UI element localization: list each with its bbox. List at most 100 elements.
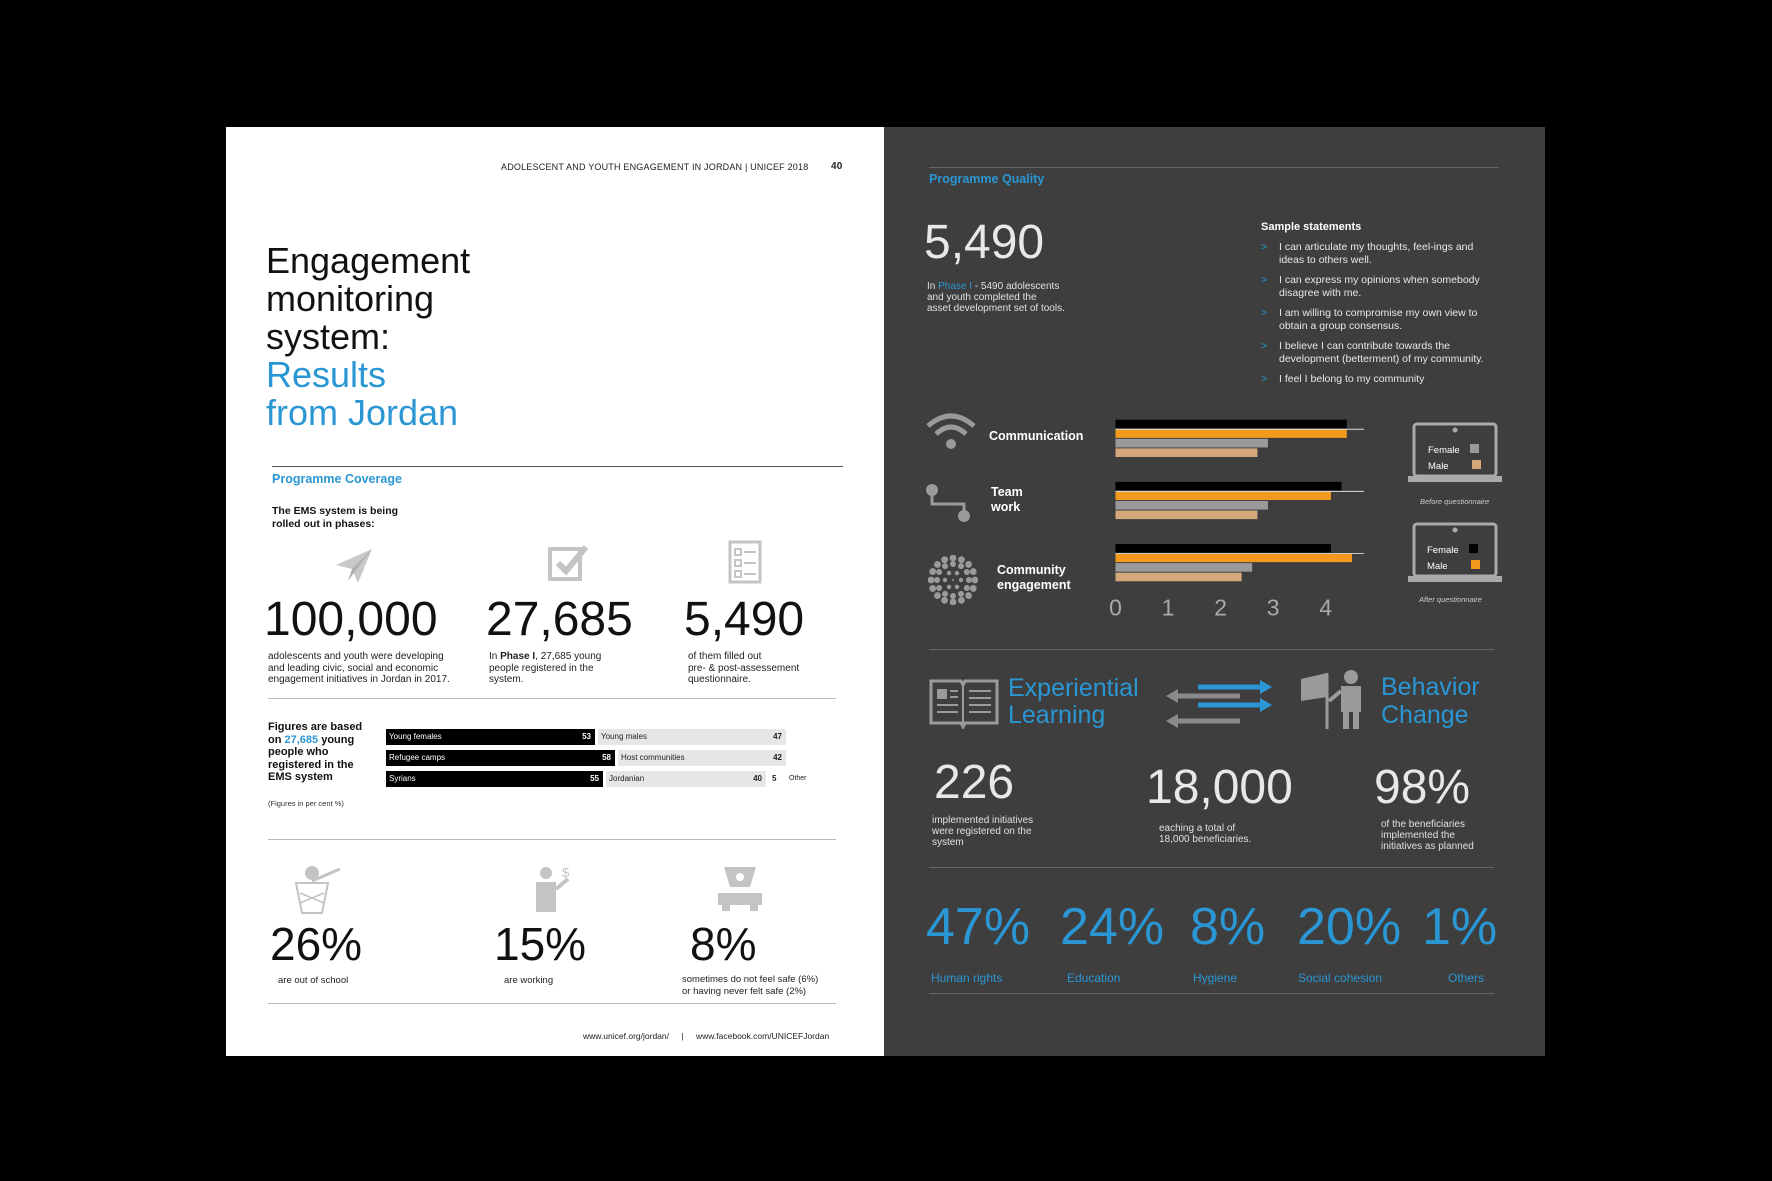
label-line: work <box>991 500 1021 514</box>
chart-bar <box>1115 448 1258 457</box>
intro-line: rolled out in phases: <box>272 518 375 530</box>
bar-value: 53 <box>582 732 591 741</box>
experiential-learning-label: Experiential Learning <box>1008 675 1139 729</box>
dot <box>954 584 960 590</box>
dot <box>958 577 964 583</box>
chart-tick-label: 2 <box>1214 595 1227 621</box>
section-title: Programme Coverage <box>272 472 402 486</box>
checkbox-icon <box>548 545 589 581</box>
legend-label: Female <box>1427 545 1459 556</box>
split-bar-row: Syrians 55 Jordanian 40 5 Other <box>386 771 807 787</box>
sample-statements-title: Sample statements <box>1261 221 1362 233</box>
dot <box>949 598 957 605</box>
chart-bar <box>1115 543 1332 553</box>
bar-label: Host communities <box>621 753 685 762</box>
title-line: monitoring <box>266 278 435 319</box>
stat-description: In Phase I, 27,685 young people register… <box>489 651 601 686</box>
dot <box>950 561 956 567</box>
split-bar-left: Refugee camps 58 <box>386 750 615 766</box>
desc-line: of them filled out <box>688 651 762 662</box>
stat-value: 27,685 <box>486 593 633 646</box>
statement-item: I believe I can contribute towards the d… <box>1261 340 1501 366</box>
dot <box>934 561 941 568</box>
figures-unit-note: (Figures in per cent %) <box>268 799 344 808</box>
desc-line: 18,000 beneficiaries. <box>1159 834 1252 845</box>
legend-caption: After questionnaire <box>1419 595 1482 604</box>
legend-after: Female Male <box>1427 543 1480 575</box>
desc-line: implemented the <box>1381 830 1455 841</box>
title-line: Engagement <box>266 240 471 281</box>
dot <box>934 592 941 599</box>
label-line: Experiential <box>1008 674 1139 702</box>
desc-line: engagement initiatives in Jordan in 2017… <box>268 674 450 685</box>
dot <box>969 568 977 575</box>
outcome-description: of the beneficiaries implemented the ini… <box>1381 819 1474 852</box>
dot <box>958 596 965 604</box>
chart-bar <box>1115 429 1347 438</box>
dot <box>929 585 937 592</box>
split-bar-right: Jordanian 40 <box>606 771 766 787</box>
desc-line: and leading civic, social and economic <box>268 662 439 674</box>
outcome-value: 98% <box>1374 761 1471 814</box>
divider <box>929 649 1494 650</box>
legend-caption: Before questionnaire <box>1420 497 1490 506</box>
bar-value: 55 <box>590 774 599 783</box>
legend-label: Male <box>1427 561 1448 572</box>
desc-line: adolescents and youth were developing <box>268 651 444 662</box>
footer-separator: | <box>681 1031 684 1041</box>
chart-bar <box>1115 419 1347 429</box>
category-label: Communication <box>989 429 1084 443</box>
dot <box>971 576 978 584</box>
statement-item: I am willing to compromise my own view t… <box>1261 307 1501 333</box>
split-bar-right: Host communities 42 <box>618 750 786 766</box>
area-percent: 1% <box>1422 898 1498 956</box>
bar-label: Refugee camps <box>389 753 446 762</box>
dot <box>942 577 948 583</box>
legend-before: Female Male <box>1428 443 1481 475</box>
outcome-description: implemented initiatives were registered … <box>932 815 1033 848</box>
desc-line: system. <box>489 674 524 685</box>
desc-bold: Phase I <box>500 651 536 662</box>
exchange-arrows-icon <box>1166 680 1272 728</box>
split-bar-other-value: 5 <box>772 774 777 783</box>
legend-swatch <box>1468 544 1478 553</box>
outcome-value: 18,000 <box>1146 761 1293 814</box>
chart-tick-label: 1 <box>1162 595 1175 621</box>
stat-value: 5,490 <box>684 593 805 646</box>
chart-bar <box>1115 438 1268 448</box>
desc-text: In <box>927 281 939 292</box>
desc-line: pre- & post-assessement <box>688 662 800 674</box>
wifi-icon <box>926 413 976 449</box>
stat-value: 100,000 <box>264 593 438 646</box>
person-flag-icon <box>1301 670 1361 729</box>
checklist-icon <box>728 540 762 584</box>
dot <box>941 596 948 604</box>
dot <box>946 570 952 576</box>
desc-line: and youth completed the <box>927 292 1037 303</box>
chart-tick-label: 0 <box>1109 595 1122 621</box>
laptop-icon <box>1408 422 1502 482</box>
chart-bar <box>1115 481 1342 491</box>
desc-text: In <box>489 651 501 662</box>
open-book-icon <box>929 679 999 729</box>
page-title: Engagement monitoring system: Results fr… <box>266 242 470 432</box>
dot <box>946 584 952 590</box>
desc-text: - 5490 adolescents <box>972 281 1060 292</box>
dot <box>941 556 948 564</box>
left-page: ADOLESCENT AND YOUTH ENGAGEMENT IN JORDA… <box>226 127 884 1056</box>
website-link[interactable]: www.unicef.org/jordan/ <box>583 1031 669 1041</box>
area-percent: 24% <box>1060 898 1165 956</box>
facebook-link[interactable]: www.facebook.com/UNICEFJordan <box>695 1031 830 1041</box>
area-label: Social cohesion <box>1298 971 1383 985</box>
score-bar-chart: 012345 <box>1109 419 1364 621</box>
stat-description: adolescents and youth were developing an… <box>268 651 450 686</box>
right-page: Programme Quality 5,490 In Phase I - 549… <box>884 127 1545 1056</box>
outcome-value: 226 <box>934 756 1015 809</box>
legend-label: Male <box>1428 461 1449 472</box>
category-label: Community engagement <box>997 563 1071 593</box>
divider <box>929 993 1494 994</box>
figures-text: young <box>318 733 355 746</box>
divider <box>268 1003 836 1004</box>
split-bar-row: Refugee camps 58 Host communities 42 <box>386 750 786 766</box>
phases-intro: The EMS system is being rolled out in ph… <box>272 505 398 531</box>
